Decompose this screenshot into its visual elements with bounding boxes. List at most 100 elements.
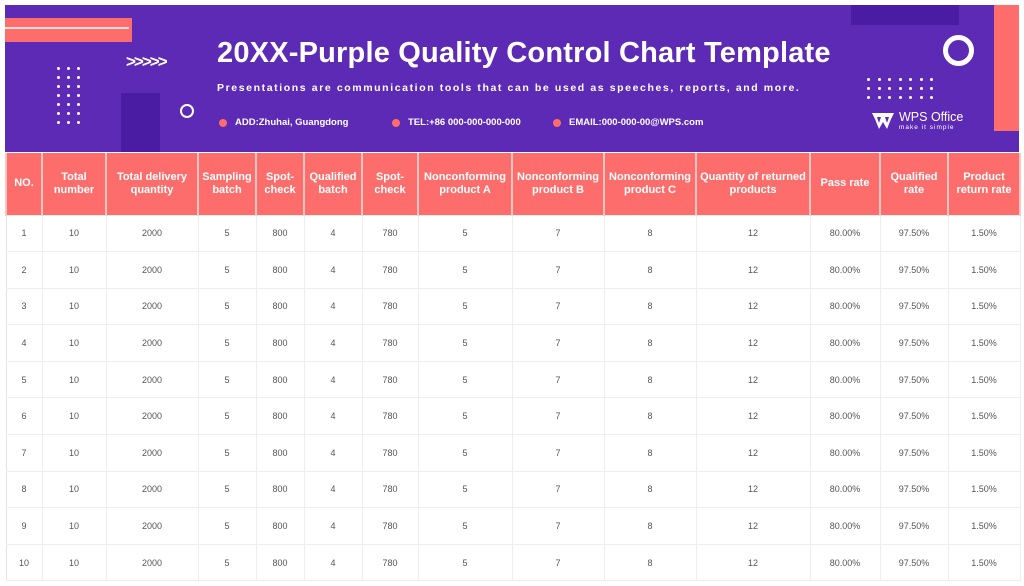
dot-icon — [877, 78, 881, 81]
table-cell: 4 — [303, 507, 363, 545]
chevrons-icon: >>>>> — [126, 52, 168, 71]
dot-icon — [67, 112, 70, 115]
table-cell: 4 — [303, 214, 363, 253]
table-cell: 2000 — [105, 470, 199, 509]
table-cell: 2000 — [105, 543, 199, 582]
table-cell: 8 — [603, 434, 697, 472]
table-cell: 80.00% — [809, 360, 881, 399]
table-body: 1 10 2000 5 800 4 780 5 7 8 12 80.00% 97.50% 1.50% 2 10… — [5, 214, 1021, 582]
table-cell: 2000 — [105, 360, 199, 399]
dot-icon — [930, 87, 933, 90]
table-cell: 5 — [197, 324, 257, 362]
table-cell: 1.50% — [947, 324, 1021, 362]
dot-icon — [877, 87, 881, 90]
table-cell: 97.50% — [879, 543, 949, 582]
table-cell: 5 — [197, 251, 257, 289]
decor-coral-bar-line — [5, 27, 129, 29]
table-cell: 5 — [197, 470, 257, 509]
dot-icon — [919, 96, 923, 99]
table-cell: 5 — [197, 543, 257, 582]
dot-icon — [888, 87, 891, 90]
dot-icon — [57, 94, 60, 97]
table-cell: 97.50% — [879, 214, 949, 253]
page-subtitle: Presentations are communication tools th… — [217, 82, 801, 94]
table-cell: 4 — [303, 251, 363, 289]
dot-icon — [77, 76, 80, 79]
table-cell: 780 — [361, 287, 419, 326]
table-cell: 1.50% — [947, 470, 1021, 509]
table-cell: 7 — [511, 507, 605, 545]
column-header: Total number — [41, 153, 107, 215]
column-header: Sampling batch — [197, 153, 257, 215]
table-row: 2 10 2000 5 800 4 780 5 7 8 12 80.00% 97.50% 1.50% — [5, 251, 1021, 289]
dot-icon — [67, 76, 70, 79]
table-cell: 97.50% — [879, 251, 949, 289]
dot-icon — [57, 67, 60, 70]
table-cell: 4 — [303, 543, 363, 582]
table-cell: 7 — [511, 251, 605, 289]
table-header-row: NO. Total number Total delivery quantity… — [5, 153, 1021, 215]
table-cell: 6 — [5, 397, 43, 436]
dot-icon — [909, 96, 912, 99]
table-cell: 97.50% — [879, 434, 949, 472]
table-cell: 2000 — [105, 397, 199, 436]
dot-icon — [930, 78, 933, 81]
table-cell: 10 — [5, 543, 43, 582]
dot-icon — [930, 96, 933, 99]
decor-ring-small-icon — [180, 104, 194, 118]
table-cell: 1.50% — [947, 214, 1021, 253]
dot-icon — [67, 103, 70, 106]
contact-address-text: ADD:Zhuhai, Guangdong — [235, 117, 349, 128]
dot-icon — [919, 87, 923, 90]
table-cell: 7 — [511, 287, 605, 326]
table-cell: 5 — [417, 287, 513, 326]
dot-icon — [888, 96, 891, 99]
table-cell: 780 — [361, 214, 419, 253]
dot-icon — [77, 112, 80, 115]
table-row: 7 10 2000 5 800 4 780 5 7 8 12 80.00% 97.50% 1.50% — [5, 434, 1021, 472]
decor-dot-grid-right — [867, 78, 941, 99]
decor-dot-grid-left — [57, 67, 87, 124]
column-header: Spot-check — [361, 153, 419, 215]
table-cell: 7 — [5, 434, 43, 472]
dot-icon — [867, 96, 870, 99]
table-cell: 1.50% — [947, 434, 1021, 472]
table-cell: 80.00% — [809, 470, 881, 509]
decor-coral-block-right — [994, 5, 1019, 131]
table-cell: 2000 — [105, 287, 199, 326]
table-cell: 2000 — [105, 251, 199, 289]
table-cell: 5 — [417, 470, 513, 509]
decor-dark-rect-left — [121, 93, 160, 152]
table-cell: 10 — [41, 434, 107, 472]
table-cell: 7 — [511, 324, 605, 362]
table-cell: 4 — [303, 360, 363, 399]
table-cell: 7 — [511, 470, 605, 509]
table-cell: 12 — [695, 543, 811, 582]
table-cell: 8 — [603, 507, 697, 545]
table-cell: 780 — [361, 507, 419, 545]
table-cell: 1.50% — [947, 287, 1021, 326]
table-cell: 4 — [303, 397, 363, 436]
dot-bullet-icon — [219, 118, 227, 127]
dot-icon — [898, 78, 902, 81]
table-row: 5 10 2000 5 800 4 780 5 7 8 12 80.00% 97.50% 1.50% — [5, 360, 1021, 399]
table-cell: 8 — [603, 470, 697, 509]
dot-icon — [67, 85, 70, 88]
table-cell: 12 — [695, 507, 811, 545]
table-cell: 5 — [197, 287, 257, 326]
table-cell: 5 — [197, 360, 257, 399]
table-row: 10 10 2000 5 800 4 780 5 7 8 12 80.00% 97.50% 1.50% — [5, 543, 1021, 582]
table-cell: 780 — [361, 397, 419, 436]
table-cell: 800 — [255, 397, 305, 436]
table-cell: 97.50% — [879, 324, 949, 362]
contact-phone: TEL:+86 000-000-000-000 — [392, 117, 521, 128]
table-cell: 80.00% — [809, 543, 881, 582]
table-cell: 1.50% — [947, 543, 1021, 582]
header-banner: >>>>> 20XX-Purple Quality Control Chart … — [5, 5, 1019, 152]
table-cell: 5 — [417, 214, 513, 253]
table-cell: 12 — [695, 360, 811, 399]
table-cell: 1.50% — [947, 360, 1021, 399]
table-cell: 12 — [695, 324, 811, 362]
table-cell: 8 — [603, 287, 697, 326]
table-cell: 5 — [5, 360, 43, 399]
